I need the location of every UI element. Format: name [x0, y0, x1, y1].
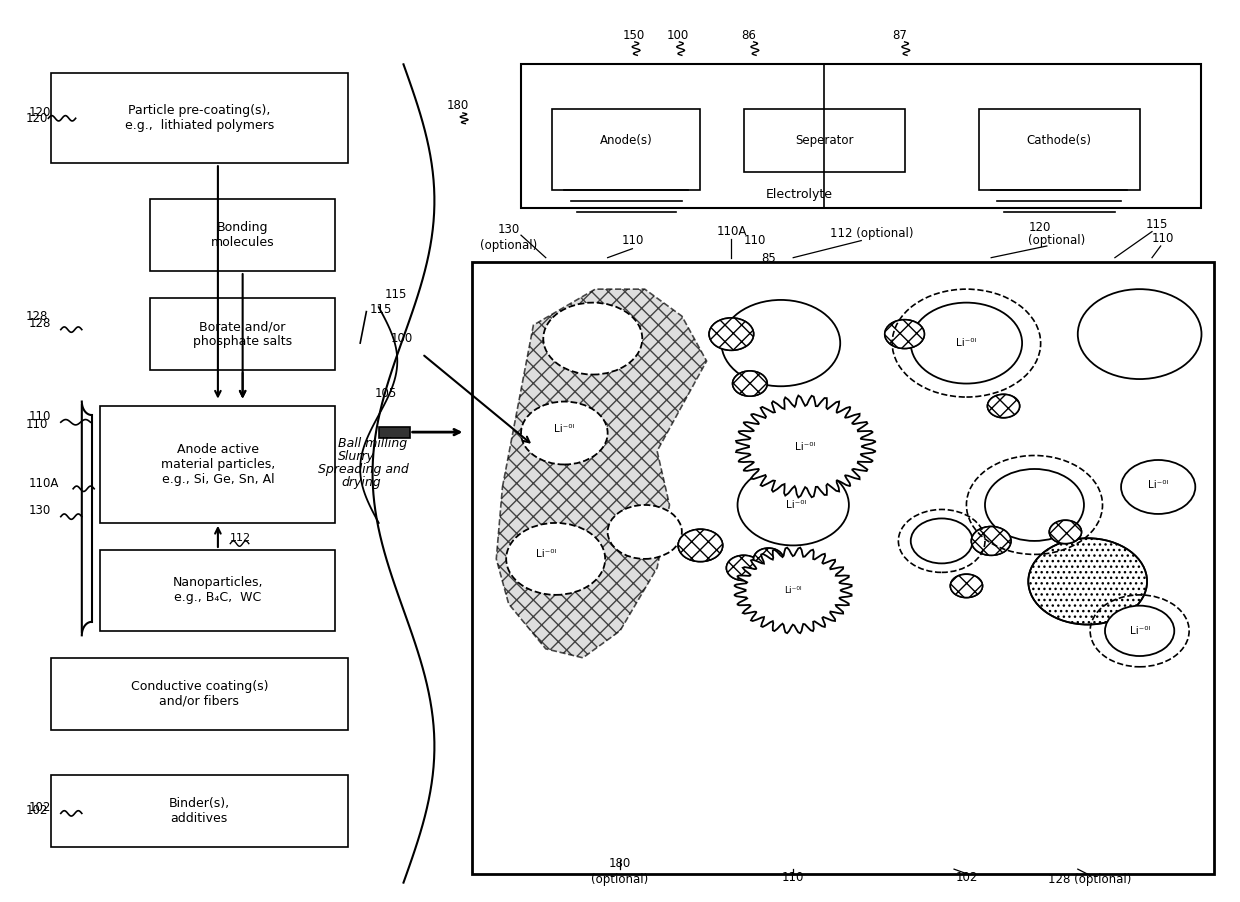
Text: Anode active
material particles,
e.g., Si, Ge, Sn, Al: Anode active material particles, e.g., S… — [161, 443, 275, 486]
Text: Li⁻⁰ˡ: Li⁻⁰ˡ — [554, 425, 574, 435]
Text: 102: 102 — [29, 801, 51, 814]
Text: 112 (optional): 112 (optional) — [831, 227, 914, 240]
Text: 102: 102 — [955, 870, 977, 884]
Text: 110: 110 — [26, 418, 48, 430]
Text: Conductive coating(s)
and/or fibers: Conductive coating(s) and/or fibers — [130, 680, 268, 708]
FancyBboxPatch shape — [378, 427, 409, 437]
Text: (optional): (optional) — [1028, 235, 1085, 247]
Polygon shape — [496, 290, 707, 658]
Text: 112: 112 — [231, 533, 252, 543]
Text: 85: 85 — [761, 253, 776, 265]
FancyBboxPatch shape — [150, 299, 336, 370]
Text: 110A: 110A — [29, 477, 60, 490]
Text: 100: 100 — [391, 332, 413, 345]
Circle shape — [1078, 290, 1202, 379]
FancyBboxPatch shape — [552, 109, 701, 190]
Text: Particle pre-coating(s),
e.g.,  lithiated polymers: Particle pre-coating(s), e.g., lithiated… — [125, 105, 274, 133]
Text: 110: 110 — [29, 410, 51, 422]
Circle shape — [1121, 460, 1195, 514]
Text: 120: 120 — [29, 106, 51, 119]
Text: Bonding
molecules: Bonding molecules — [211, 221, 274, 249]
Circle shape — [506, 523, 605, 595]
Circle shape — [910, 303, 1022, 383]
Text: 110: 110 — [782, 870, 805, 884]
FancyBboxPatch shape — [521, 64, 1202, 208]
Circle shape — [754, 548, 784, 570]
Circle shape — [910, 519, 972, 564]
Text: Li⁻⁰ˡ: Li⁻⁰ˡ — [786, 500, 806, 510]
Text: 115: 115 — [370, 302, 392, 316]
Text: Li⁻⁰ˡ: Li⁻⁰ˡ — [795, 441, 816, 452]
Circle shape — [709, 318, 754, 350]
Text: Li⁻⁰ˡ: Li⁻⁰ˡ — [1148, 480, 1168, 490]
Circle shape — [987, 394, 1019, 418]
Circle shape — [733, 371, 768, 396]
Text: 86: 86 — [742, 29, 756, 42]
Polygon shape — [737, 396, 875, 497]
FancyBboxPatch shape — [51, 658, 347, 730]
Text: 130: 130 — [29, 504, 51, 517]
Text: 102: 102 — [26, 805, 48, 817]
Text: 128: 128 — [26, 309, 48, 323]
Text: Nanoparticles,
e.g., B₄C,  WC: Nanoparticles, e.g., B₄C, WC — [172, 576, 263, 604]
Text: Borate and/or
phosphate salts: Borate and/or phosphate salts — [193, 320, 293, 348]
Polygon shape — [734, 548, 852, 633]
Circle shape — [1049, 520, 1081, 544]
Text: 115: 115 — [384, 288, 407, 301]
FancyBboxPatch shape — [150, 199, 336, 272]
Text: 105: 105 — [374, 387, 397, 400]
Text: Spreading and: Spreading and — [319, 464, 409, 476]
Text: Anode(s): Anode(s) — [600, 134, 652, 147]
Circle shape — [950, 575, 982, 597]
Text: Electrolyte: Electrolyte — [766, 189, 833, 201]
Circle shape — [985, 469, 1084, 541]
Text: 120: 120 — [26, 112, 48, 124]
FancyBboxPatch shape — [978, 109, 1140, 190]
Circle shape — [521, 401, 608, 465]
Circle shape — [1105, 605, 1174, 656]
Circle shape — [1028, 538, 1147, 624]
Text: 120: 120 — [1028, 221, 1050, 234]
Text: 100: 100 — [667, 29, 689, 42]
Circle shape — [971, 527, 1011, 556]
Text: Li⁻⁰ˡ: Li⁻⁰ˡ — [785, 586, 802, 595]
Text: 180: 180 — [446, 99, 469, 112]
Text: 128: 128 — [29, 317, 51, 330]
Text: 110: 110 — [1152, 233, 1174, 245]
Text: 180
(optional): 180 (optional) — [591, 857, 649, 886]
Text: 110A: 110A — [717, 226, 746, 238]
Circle shape — [722, 300, 841, 386]
FancyBboxPatch shape — [51, 775, 347, 847]
Circle shape — [608, 505, 682, 559]
FancyBboxPatch shape — [100, 550, 336, 630]
Text: 150: 150 — [622, 29, 645, 42]
Text: Seperator: Seperator — [795, 134, 853, 147]
FancyBboxPatch shape — [51, 73, 347, 163]
Text: Ball milling: Ball milling — [339, 437, 407, 449]
Text: 87: 87 — [893, 29, 908, 42]
Circle shape — [727, 556, 761, 581]
Text: 110: 110 — [744, 235, 766, 247]
Text: 128 (optional): 128 (optional) — [1049, 872, 1132, 886]
Text: Li⁻⁰ˡ: Li⁻⁰ˡ — [1130, 626, 1149, 636]
Text: Binder(s),
additives: Binder(s), additives — [169, 796, 229, 824]
Text: Slurry: Slurry — [339, 450, 374, 463]
Circle shape — [738, 465, 849, 546]
Text: 130
(optional): 130 (optional) — [480, 223, 537, 252]
Text: Li⁻⁰ˡ: Li⁻⁰ˡ — [536, 549, 556, 559]
FancyBboxPatch shape — [471, 262, 1214, 874]
Text: 115: 115 — [1146, 218, 1168, 231]
Text: Li⁻⁰ˡ: Li⁻⁰ˡ — [956, 338, 977, 348]
Text: drying: drying — [342, 476, 381, 489]
Text: 110: 110 — [621, 235, 644, 247]
Circle shape — [885, 319, 924, 348]
FancyBboxPatch shape — [100, 406, 336, 523]
Circle shape — [543, 303, 642, 374]
Text: Cathode(s): Cathode(s) — [1027, 134, 1091, 147]
FancyBboxPatch shape — [744, 109, 904, 172]
Circle shape — [678, 529, 723, 562]
